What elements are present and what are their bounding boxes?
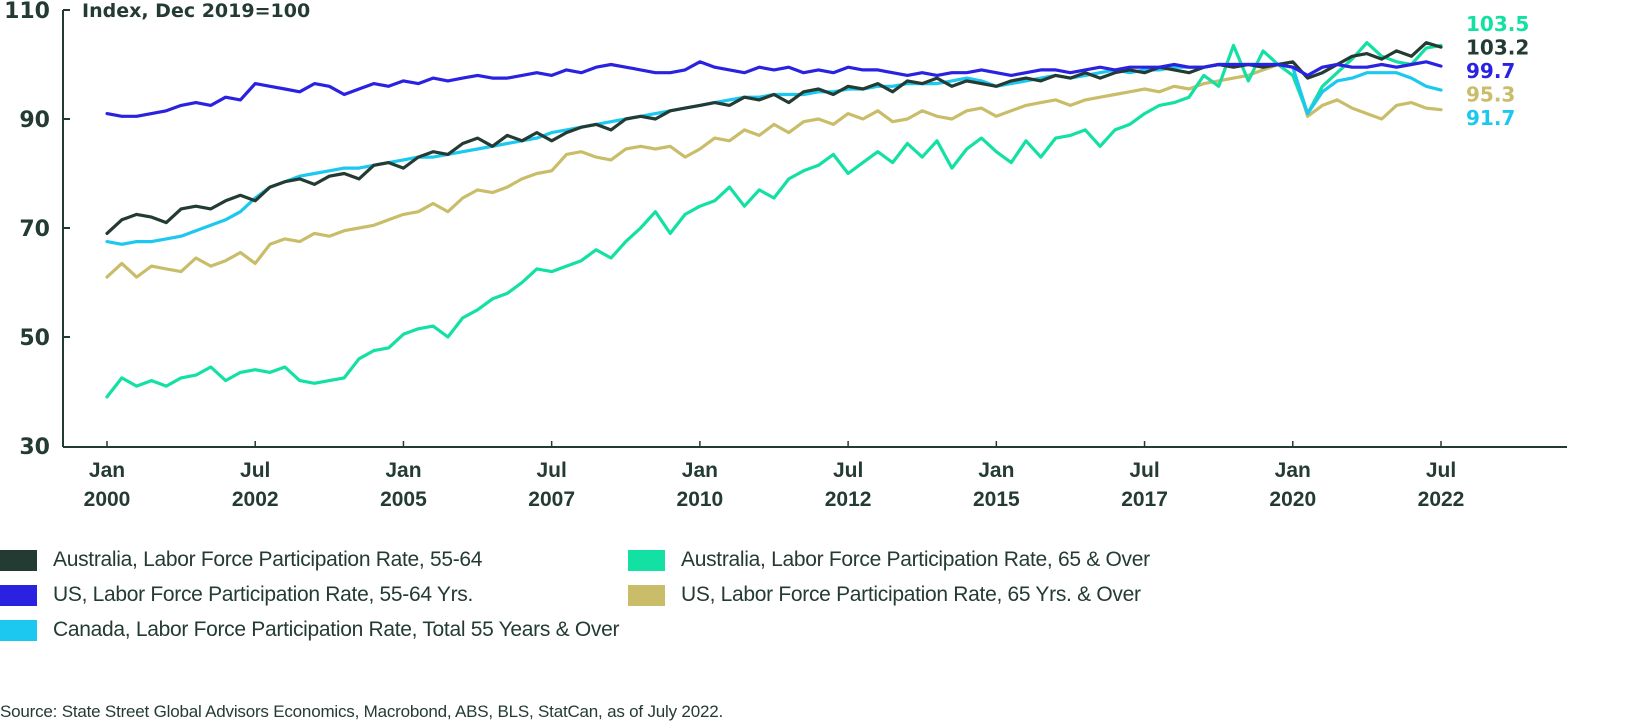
x-tick-label-month: Jan	[978, 459, 1014, 482]
y-ticks: 30 50 70 90 110	[4, 0, 70, 460]
legend-swatch	[628, 584, 665, 606]
legend-item-canada-55-over[interactable]: Canada, Labor Force Participation Rate, …	[0, 618, 619, 642]
x-tick-label-month: Jan	[682, 459, 718, 482]
y-tick-label: 30	[19, 435, 50, 460]
x-tick-label-year: 2017	[1121, 488, 1168, 511]
legend-label: Australia, Labor Force Participation Rat…	[53, 548, 483, 571]
legend-item-us-55-64[interactable]: US, Labor Force Participation Rate, 55-6…	[0, 583, 473, 607]
y-tick-label: 70	[19, 217, 50, 242]
series-line-2	[105, 62, 1443, 246]
legend-swatch	[0, 619, 37, 641]
end-value-label: 103.5	[1466, 12, 1529, 36]
legend-label: Australia, Labor Force Participation Rat…	[681, 548, 1150, 571]
end-value-label: 103.2	[1466, 36, 1529, 60]
y-tick-label: 110	[4, 0, 50, 24]
x-tick-label-year: 2020	[1269, 488, 1316, 511]
legend-swatch	[0, 584, 37, 606]
end-value-label: 91.7	[1466, 106, 1515, 130]
end-value-label: 99.7	[1466, 59, 1515, 83]
x-tick-label-year: 2007	[528, 488, 575, 511]
source-note: Source: State Street Global Advisors Eco…	[0, 702, 723, 721]
x-ticks: Jan 2000 Jul 2002 Jan 2005 Jul 2007 Jan 2010 Jul 20…	[84, 441, 1465, 511]
series-line-3	[105, 62, 1443, 279]
y-axis-unit-label: Index, Dec 2019=100	[82, 0, 310, 22]
legend-label: US, Labor Force Participation Rate, 55-6…	[53, 583, 474, 606]
x-tick-label-year: 2002	[232, 488, 279, 511]
x-tick-label-month: Jul	[240, 459, 270, 482]
x-tick-label-month: Jul	[1426, 459, 1456, 482]
series-line-4	[105, 41, 1443, 399]
x-tick-label-year: 2012	[825, 488, 872, 511]
x-tick-label-year: 2022	[1418, 488, 1465, 511]
x-tick-label-year: 2000	[84, 488, 131, 511]
x-tick-label-month: Jul	[833, 459, 863, 482]
y-tick-label: 90	[19, 108, 50, 133]
x-tick-label-month: Jan	[385, 459, 421, 482]
x-tick-label-month: Jul	[536, 459, 566, 482]
end-value-label: 95.3	[1466, 83, 1515, 107]
y-tick-label: 50	[19, 326, 50, 351]
legend-item-australia-65-over[interactable]: Australia, Labor Force Participation Rat…	[628, 548, 1150, 572]
series-line-1	[105, 60, 1443, 118]
x-tick-label-year: 2010	[677, 488, 724, 511]
x-tick-label-year: 2005	[380, 488, 427, 511]
legend-item-australia-55-64[interactable]: Australia, Labor Force Participation Rat…	[0, 548, 482, 572]
legend-swatch	[628, 549, 665, 571]
x-tick-label-month: Jan	[1275, 459, 1311, 482]
x-tick-label-year: 2015	[973, 488, 1020, 511]
legend-label: Canada, Labor Force Participation Rate, …	[53, 618, 620, 641]
x-tick-label-month: Jan	[89, 459, 125, 482]
series-lines	[105, 41, 1443, 399]
axes	[62, 9, 1567, 448]
legend-label: US, Labor Force Participation Rate, 65 Y…	[681, 583, 1141, 606]
legend-item-us-65-over[interactable]: US, Labor Force Participation Rate, 65 Y…	[628, 583, 1141, 607]
legend-swatch	[0, 549, 37, 571]
line-chart: 30 50 70 90 110 Jan 2000 Jul 2002 Jan 2005 Jul 2007…	[4, 0, 1567, 511]
x-tick-label-month: Jul	[1129, 459, 1159, 482]
